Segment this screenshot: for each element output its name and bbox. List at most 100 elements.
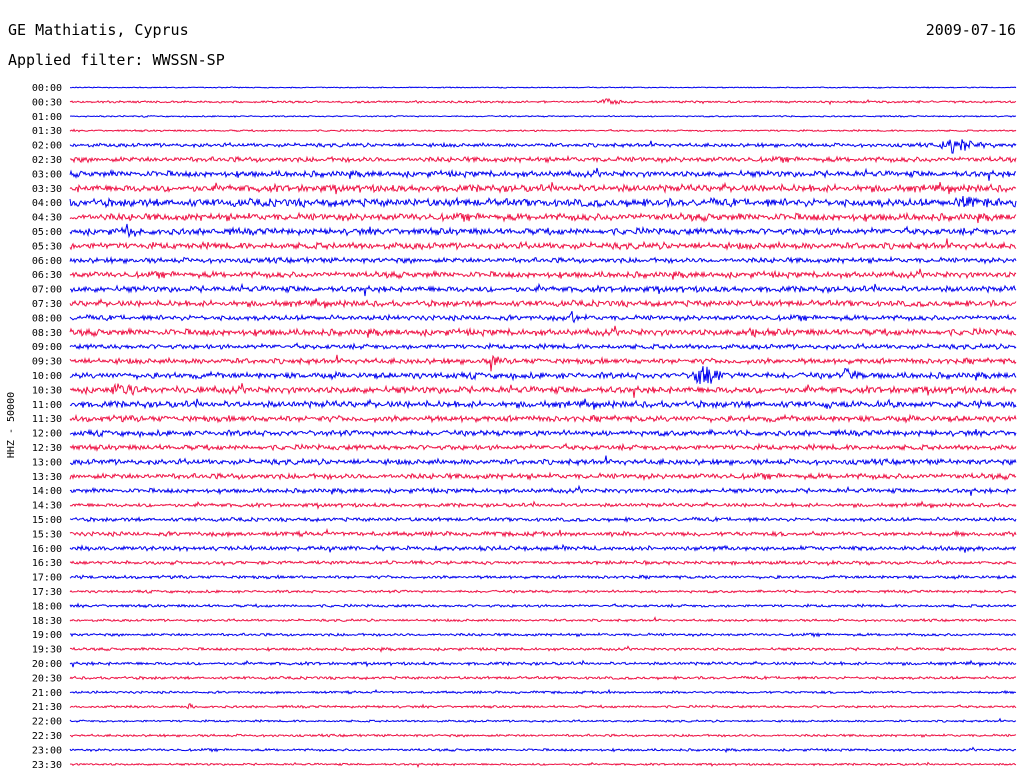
time-label: 19:00 bbox=[32, 630, 62, 641]
time-label: 15:00 bbox=[32, 515, 62, 526]
station-title: GE Mathiatis, Cyprus bbox=[8, 21, 189, 39]
trace-line bbox=[69, 268, 1017, 280]
trace-line bbox=[69, 675, 1017, 681]
trace-line bbox=[69, 255, 1017, 265]
time-label: 01:30 bbox=[32, 126, 62, 137]
time-label: 02:00 bbox=[32, 141, 62, 152]
time-label: 09:30 bbox=[32, 357, 62, 368]
time-label: 16:30 bbox=[32, 558, 62, 569]
time-label: 09:00 bbox=[32, 342, 62, 353]
trace-line bbox=[69, 688, 1017, 695]
trace-line bbox=[69, 211, 1017, 224]
time-label: 14:30 bbox=[32, 501, 62, 512]
trace-line bbox=[69, 559, 1017, 567]
trace-line bbox=[69, 442, 1017, 452]
time-label: 21:00 bbox=[32, 688, 62, 699]
trace-line bbox=[69, 589, 1017, 595]
trace-line bbox=[69, 527, 1017, 539]
time-label: 21:30 bbox=[32, 702, 62, 713]
time-label: 18:00 bbox=[32, 601, 62, 612]
time-label: 16:00 bbox=[32, 544, 62, 555]
trace-line bbox=[70, 114, 1017, 118]
date-label: 2009-07-16 bbox=[925, 21, 1016, 39]
trace-line bbox=[69, 86, 1017, 90]
time-label: 04:00 bbox=[32, 198, 62, 209]
time-label: 23:30 bbox=[32, 760, 62, 771]
time-label: 08:00 bbox=[32, 313, 62, 324]
trace-line bbox=[69, 128, 1017, 133]
trace-line bbox=[69, 500, 1017, 510]
trace-line bbox=[69, 413, 1017, 424]
trace-line bbox=[69, 282, 1017, 297]
trace-line bbox=[69, 382, 1017, 398]
trace-line bbox=[69, 645, 1017, 653]
trace-line bbox=[69, 543, 1017, 553]
trace-line bbox=[69, 354, 1017, 372]
time-label: 07:30 bbox=[32, 299, 62, 310]
trace-line bbox=[69, 631, 1017, 638]
trace-line bbox=[69, 471, 1017, 482]
trace-line bbox=[69, 515, 1017, 523]
time-label: 00:30 bbox=[32, 97, 62, 108]
trace-line bbox=[69, 616, 1017, 623]
time-label: 10:30 bbox=[32, 385, 62, 396]
time-label: 06:30 bbox=[32, 270, 62, 281]
trace-line bbox=[69, 181, 1017, 195]
time-label: 14:00 bbox=[32, 486, 62, 497]
time-label: 23:00 bbox=[32, 745, 62, 756]
trace-line bbox=[69, 238, 1017, 251]
trace-line bbox=[69, 196, 1017, 209]
time-label: 03:30 bbox=[32, 184, 62, 195]
trace-line bbox=[69, 455, 1017, 467]
time-label: 00:00 bbox=[32, 83, 62, 94]
trace-line bbox=[69, 167, 1017, 181]
trace-line bbox=[69, 139, 1017, 154]
trace-line bbox=[69, 428, 1017, 439]
time-label: 05:30 bbox=[32, 241, 62, 252]
time-label: 10:00 bbox=[32, 371, 62, 382]
time-label: 22:00 bbox=[32, 717, 62, 728]
time-label: 13:30 bbox=[32, 472, 62, 483]
trace-line bbox=[69, 733, 1017, 738]
filter-label: Applied filter: WWSSN-SP bbox=[8, 51, 225, 69]
time-label: 12:00 bbox=[32, 429, 62, 440]
time-label: 13:00 bbox=[32, 457, 62, 468]
time-label: 08:30 bbox=[32, 328, 62, 339]
trace-line bbox=[69, 298, 1017, 309]
trace-line bbox=[69, 366, 1017, 385]
trace-line bbox=[69, 311, 1017, 324]
y-axis-label: HHZ - 50000 bbox=[6, 392, 17, 458]
time-label: 17:30 bbox=[32, 587, 62, 598]
trace-line bbox=[69, 717, 1017, 724]
time-label: 22:30 bbox=[32, 731, 62, 742]
time-label: 20:00 bbox=[32, 659, 62, 670]
trace-line bbox=[69, 659, 1017, 668]
time-label: 20:30 bbox=[32, 673, 62, 684]
trace-line bbox=[69, 746, 1017, 754]
trace-line bbox=[69, 154, 1017, 164]
trace-line bbox=[69, 398, 1017, 410]
time-label: 11:30 bbox=[32, 414, 62, 425]
time-label: 11:00 bbox=[32, 400, 62, 411]
time-axis-labels: 00:00 00:30 01:00 01:30 02:00 02:30 03:00 03:30… bbox=[32, 83, 62, 771]
time-label: 12:30 bbox=[32, 443, 62, 454]
time-label: 19:30 bbox=[32, 645, 62, 656]
time-label: 02:30 bbox=[32, 155, 62, 166]
time-label: 03:00 bbox=[32, 169, 62, 180]
trace-line bbox=[69, 97, 1017, 106]
trace-line bbox=[69, 325, 1017, 338]
trace-line bbox=[69, 602, 1017, 609]
trace-line bbox=[69, 342, 1017, 351]
time-label: 04:30 bbox=[32, 213, 62, 224]
time-label: 05:00 bbox=[32, 227, 62, 238]
trace-line bbox=[69, 574, 1017, 581]
time-label: 15:30 bbox=[32, 529, 62, 540]
trace-line bbox=[69, 702, 1017, 710]
trace-line bbox=[69, 761, 1017, 769]
time-label: 07:00 bbox=[32, 285, 62, 296]
trace-line bbox=[69, 223, 1017, 239]
time-label: 17:00 bbox=[32, 573, 62, 584]
trace-line bbox=[69, 484, 1017, 496]
trace-group bbox=[69, 86, 1017, 769]
